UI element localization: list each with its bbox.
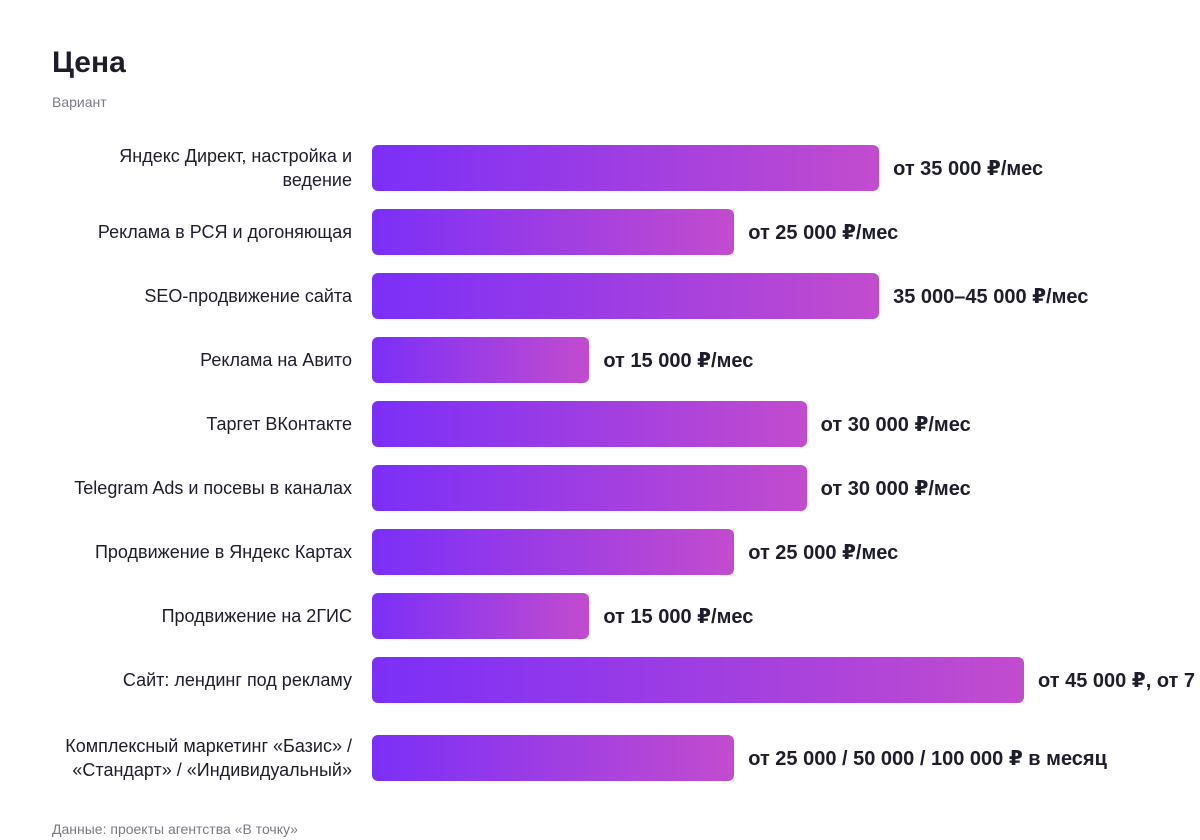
bar	[372, 273, 880, 319]
category-label: Telegram Ads и посевы в каналах	[74, 478, 352, 498]
axis-label: Вариант	[52, 94, 107, 110]
bar	[372, 529, 735, 575]
category-label: Реклама на Авито	[200, 350, 352, 370]
bar	[372, 337, 590, 383]
category-label: Продвижение на 2ГИС	[161, 606, 352, 626]
category-label: Комплексный маркетинг «Базис» / «Стандар…	[65, 736, 352, 780]
value-label: от 35 000 ₽/мес	[893, 157, 1044, 180]
bar-group: от 30 000 ₽/мес	[372, 465, 971, 511]
bar-group: от 35 000 ₽/мес	[372, 145, 1043, 191]
value-label: от 25 000 ₽/мес	[748, 541, 899, 564]
bar-group: от 15 000 ₽/мес	[372, 337, 753, 383]
bar-row: Реклама в РСЯ и догоняющая от 25 000 ₽/ме…	[0, 200, 1200, 264]
value-label: от 30 000 ₽/мес	[820, 477, 971, 500]
bar-row: SEO-продвижение сайта 35 000–45 000 ₽/мес	[0, 264, 1200, 328]
bar-row: Таргет ВКонтакте от 30 000 ₽/мес	[0, 392, 1200, 456]
bar-group: от 25 000 ₽/мес	[372, 209, 898, 255]
source-note: Данные: проекты агентства «В точку»	[52, 821, 298, 837]
bar	[372, 657, 1024, 703]
bar	[372, 593, 590, 639]
category-label: Яндекс Директ, настройка и ведение	[119, 146, 352, 190]
value-label: от 25 000 ₽/мес	[748, 221, 899, 244]
category-label: Реклама в РСЯ и догоняющая	[97, 222, 352, 242]
bar-row: Telegram Ads и посевы в каналах от 30 000…	[0, 456, 1200, 520]
plot: Яндекс Директ, настройка и ведение от 35 …	[0, 136, 1200, 804]
bar	[372, 465, 807, 511]
category-label: Сайт: лендинг под рекламу	[122, 670, 352, 690]
bar-group: от 30 000 ₽/мес	[372, 401, 971, 447]
bar-group: от 45 000 ₽, от 7	[372, 657, 1195, 703]
bar-group: 35 000–45 000 ₽/мес	[372, 273, 1088, 319]
bar	[372, 401, 807, 447]
bar	[372, 209, 735, 255]
value-label: от 15 000 ₽/мес	[603, 605, 754, 628]
bar	[372, 735, 735, 781]
bar-row: Яндекс Директ, настройка и ведение от 35 …	[0, 136, 1200, 200]
value-label: от 45 000 ₽, от 7	[1038, 669, 1196, 692]
value-label: от 30 000 ₽/мес	[820, 413, 971, 436]
bar-row: Продвижение на 2ГИС от 15 000 ₽/мес	[0, 584, 1200, 648]
chart-title: Цена	[52, 46, 126, 79]
bar-row: Сайт: лендинг под рекламу от 45 000 ₽, от…	[0, 648, 1200, 712]
bar-group: от 15 000 ₽/мес	[372, 593, 753, 639]
bar	[372, 145, 880, 191]
bar-group: от 25 000 ₽/мес	[372, 529, 898, 575]
bar-row: Комплексный маркетинг «Базис» / «Стандар…	[0, 712, 1200, 804]
value-label: от 15 000 ₽/мес	[603, 349, 754, 372]
category-label: Таргет ВКонтакте	[206, 414, 352, 434]
bar-group: от 25 000 / 50 000 / 100 000 ₽ в месяц	[372, 735, 1107, 781]
bar-row: Реклама на Авито от 15 000 ₽/мес	[0, 328, 1200, 392]
value-label: от 25 000 / 50 000 / 100 000 ₽ в месяц	[748, 747, 1107, 770]
bar-row: Продвижение в Яндекс Картах от 25 000 ₽/м…	[0, 520, 1200, 584]
value-label: 35 000–45 000 ₽/мес	[893, 285, 1089, 308]
category-label: Продвижение в Яндекс Картах	[94, 542, 352, 562]
category-label: SEO-продвижение сайта	[144, 286, 352, 306]
